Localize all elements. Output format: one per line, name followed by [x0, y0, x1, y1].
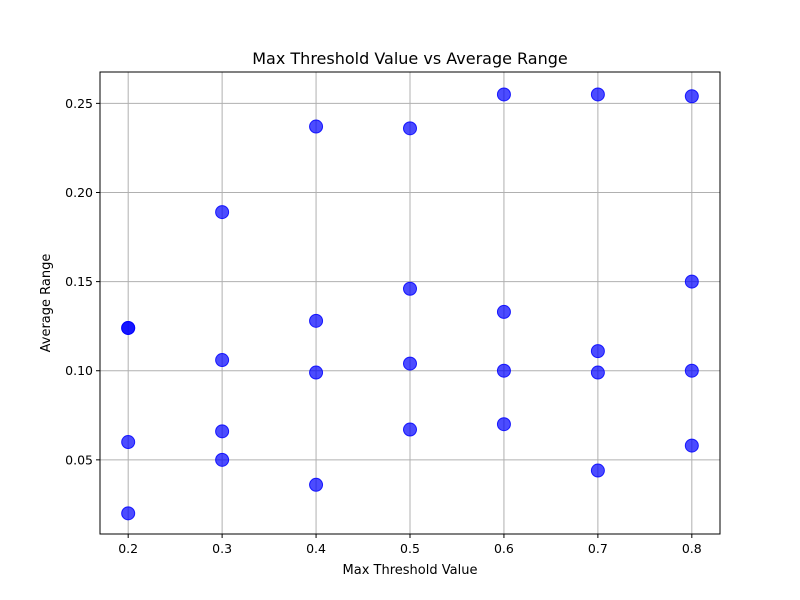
- x-tick-label: 0.5: [400, 541, 420, 556]
- data-point: [684, 89, 699, 104]
- data-point: [496, 87, 511, 102]
- data-point: [403, 422, 417, 437]
- y-tick-label: 0.05: [65, 452, 93, 467]
- y-tick-label: 0.20: [65, 185, 93, 200]
- data-point: [496, 304, 511, 319]
- data-point: [215, 452, 230, 467]
- y-axis-ticks: 0.05 0.10 0.15 0.20 0.25: [65, 96, 100, 467]
- data-point: [403, 121, 417, 136]
- data-point: [215, 205, 230, 220]
- x-tick-label: 0.8: [682, 541, 702, 556]
- data-point: [121, 320, 136, 335]
- x-tick-label: 0.4: [306, 541, 326, 556]
- data-point: [590, 87, 605, 102]
- data-points: [121, 87, 699, 521]
- data-point: [590, 365, 605, 380]
- grid-lines: [100, 72, 720, 534]
- data-point: [215, 424, 230, 439]
- x-tick-label: 0.2: [118, 541, 138, 556]
- data-point: [496, 363, 511, 378]
- data-point: [309, 119, 324, 134]
- data-point: [309, 477, 324, 492]
- data-point: [403, 356, 417, 371]
- data-point: [215, 353, 230, 368]
- data-point: [403, 281, 417, 296]
- data-point: [684, 363, 699, 378]
- data-point: [121, 435, 136, 450]
- x-axis-ticks: 0.2 0.3 0.4 0.5 0.6 0.7 0.8: [118, 534, 702, 556]
- x-tick-label: 0.3: [212, 541, 232, 556]
- data-point: [684, 274, 699, 289]
- data-point: [309, 365, 324, 380]
- data-point: [590, 463, 605, 478]
- y-tick-label: 0.10: [65, 363, 93, 378]
- data-point: [684, 438, 699, 453]
- y-tick-label: 0.15: [65, 274, 93, 289]
- y-axis-label: Average Range: [39, 254, 54, 353]
- x-tick-label: 0.6: [494, 541, 514, 556]
- x-tick-label: 0.7: [588, 541, 608, 556]
- x-axis-label: Max Threshold Value: [343, 563, 478, 578]
- data-point: [590, 344, 605, 359]
- data-point: [121, 506, 136, 521]
- data-point: [496, 417, 511, 432]
- chart-title: Max Threshold Value vs Average Range: [252, 49, 568, 68]
- y-tick-label: 0.25: [65, 96, 93, 111]
- data-point: [309, 313, 324, 328]
